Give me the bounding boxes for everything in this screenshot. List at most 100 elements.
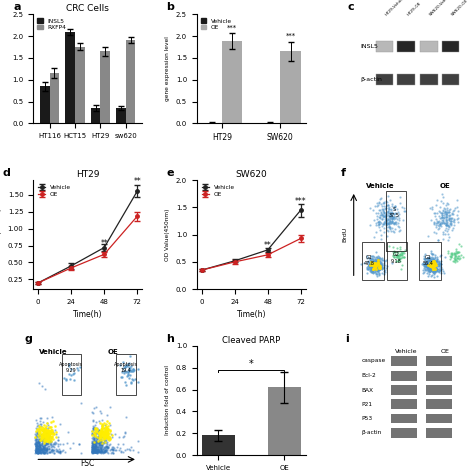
Point	[46, 428, 53, 436]
Point	[91, 447, 98, 455]
Point	[38, 433, 46, 441]
Point	[91, 434, 98, 442]
Point	[111, 430, 119, 438]
Point	[92, 403, 100, 411]
Point	[426, 258, 434, 265]
Point	[425, 255, 433, 263]
Point	[429, 259, 437, 267]
Point	[432, 229, 439, 237]
Point	[395, 217, 403, 224]
Point	[428, 262, 435, 269]
Point	[423, 260, 430, 267]
Point	[442, 220, 450, 228]
Point	[423, 264, 431, 271]
Point	[98, 424, 106, 431]
Point	[76, 364, 84, 371]
Point	[33, 443, 40, 450]
Point	[433, 272, 441, 280]
Point	[392, 220, 400, 228]
Point	[440, 213, 448, 221]
Point	[445, 214, 452, 222]
Point	[441, 226, 449, 234]
Point	[422, 260, 430, 267]
Point	[90, 442, 97, 450]
Point	[92, 441, 100, 449]
Point	[53, 447, 61, 455]
Point	[107, 449, 115, 456]
Point	[370, 264, 377, 272]
Point	[89, 441, 96, 449]
Point	[426, 262, 434, 269]
Point	[100, 433, 108, 441]
Point	[375, 269, 383, 277]
Point	[380, 228, 388, 236]
Point	[35, 430, 42, 438]
Point	[430, 263, 438, 271]
Point	[49, 429, 56, 437]
Point	[34, 432, 41, 439]
Point	[454, 252, 462, 260]
Point	[97, 447, 104, 455]
Point	[134, 448, 141, 456]
Point	[94, 446, 102, 454]
Point	[431, 253, 438, 261]
Point	[421, 255, 429, 263]
Point	[373, 254, 381, 262]
Point	[89, 438, 96, 445]
Point	[48, 432, 56, 440]
Point	[38, 433, 46, 440]
Text: f: f	[341, 168, 346, 178]
Point	[427, 259, 434, 266]
Point	[447, 253, 455, 261]
Point	[367, 265, 374, 273]
Point	[366, 262, 374, 270]
Point	[449, 210, 456, 218]
Point	[35, 441, 43, 448]
Point	[426, 255, 434, 263]
Point	[117, 448, 124, 456]
Point	[91, 440, 99, 447]
Point	[428, 260, 436, 268]
Point	[109, 445, 116, 453]
Point	[429, 265, 437, 273]
Point	[127, 366, 134, 374]
Point	[46, 430, 54, 438]
Point	[103, 428, 111, 436]
Bar	[100, 51, 110, 123]
Point	[386, 209, 393, 216]
Point	[425, 264, 433, 272]
Point	[389, 214, 396, 221]
Point	[369, 265, 376, 273]
Point	[39, 431, 47, 439]
Point	[92, 433, 100, 440]
Point	[436, 265, 443, 273]
Point	[426, 263, 433, 271]
Point	[90, 427, 97, 434]
Point	[398, 249, 406, 257]
Point	[62, 448, 69, 456]
Point	[425, 264, 433, 271]
Point	[428, 255, 436, 262]
Point	[386, 223, 393, 231]
Point	[38, 441, 46, 448]
Point	[94, 428, 101, 436]
Point	[95, 429, 102, 437]
Point	[92, 439, 100, 447]
Point	[431, 259, 439, 266]
Point	[37, 431, 45, 439]
Point	[34, 438, 42, 446]
Point	[98, 429, 106, 437]
Point	[103, 430, 111, 438]
Point	[91, 426, 99, 433]
Point	[450, 251, 457, 258]
Point	[95, 434, 102, 441]
Point	[369, 264, 376, 272]
Point	[423, 261, 431, 269]
Point	[423, 264, 430, 272]
Point	[431, 269, 439, 276]
Point	[442, 217, 450, 224]
Point	[455, 252, 462, 259]
Point	[43, 447, 50, 455]
Point	[96, 436, 104, 444]
Point	[371, 264, 379, 272]
